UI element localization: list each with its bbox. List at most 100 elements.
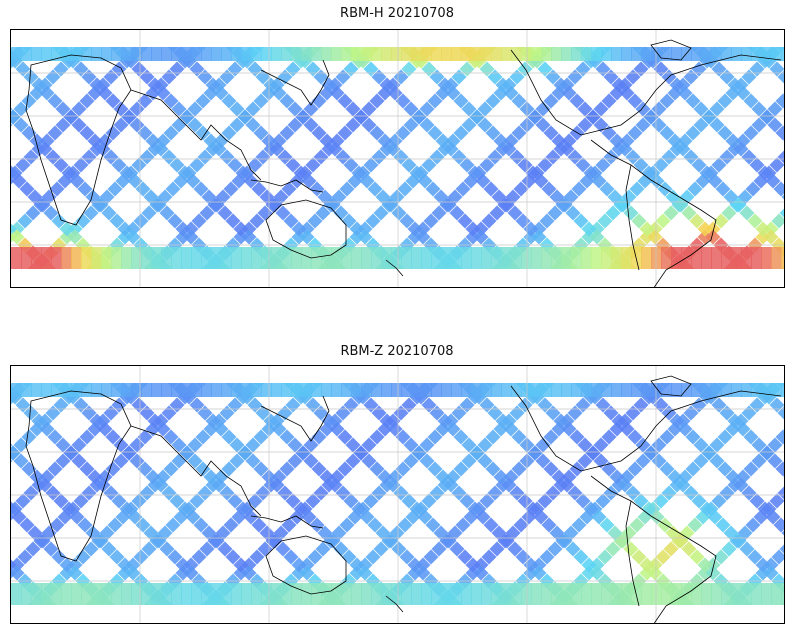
polar-band-tile: [171, 583, 182, 605]
polar-band-tile: [391, 583, 402, 605]
swath-tile: [197, 149, 213, 165]
polar-band-tile: [491, 583, 502, 605]
swath-tile: [241, 221, 257, 237]
swath-tile: [465, 221, 481, 237]
swath-tile: [205, 77, 221, 93]
polar-band-tile: [41, 247, 52, 269]
polar-band-tile: [111, 383, 122, 397]
swath-tile: [349, 565, 365, 581]
swath-tile: [573, 213, 589, 229]
polar-band-tile: [321, 247, 332, 269]
swath-tile: [163, 429, 179, 445]
swath-tile: [608, 30, 623, 45]
swath-tile: [171, 437, 187, 453]
polar-band-tile: [761, 47, 772, 61]
swath-tile: [419, 437, 435, 453]
swath-tile: [318, 366, 333, 381]
swath-tile: [653, 157, 669, 173]
swath-tile: [51, 549, 67, 565]
coastline-path: [130, 425, 262, 517]
polar-band-tile: [761, 247, 772, 269]
swath-tile: [125, 221, 141, 237]
polar-band-tile: [451, 247, 462, 269]
swath-tile: [43, 541, 59, 557]
polar-band-tile: [421, 383, 432, 397]
polar-band-tile: [551, 383, 562, 397]
polar-band-tile: [771, 383, 782, 397]
swath-tile: [283, 549, 299, 565]
swath-tile: [139, 149, 155, 165]
swath-tile: [351, 501, 367, 517]
swath-tile: [105, 125, 121, 141]
swath-tile: [583, 165, 599, 181]
swath-tile: [483, 517, 499, 533]
swath-tile: [443, 477, 459, 493]
swath-tile: [775, 125, 784, 141]
swath-tile: [89, 413, 105, 429]
swath-tile: [42, 30, 57, 45]
polar-band-tile: [401, 247, 412, 269]
swath-tile: [107, 517, 123, 533]
swath-tile: [738, 366, 753, 381]
polar-band-tile: [201, 247, 212, 269]
polar-band-tile: [301, 247, 312, 269]
swath-tile: [83, 205, 99, 221]
polar-band-tile: [741, 583, 752, 605]
coastline-path: [650, 375, 692, 397]
polar-band-tile: [641, 583, 652, 605]
swath-tile: [501, 477, 517, 493]
swath-tile: [69, 173, 85, 189]
swath-tile: [81, 149, 97, 165]
swath-tile: [573, 549, 589, 565]
swath-tile: [481, 549, 497, 565]
swath-tile: [375, 525, 391, 541]
swath-tile: [202, 366, 217, 381]
swath-tile: [448, 30, 463, 45]
swath-tile: [565, 541, 581, 557]
coastlines: [25, 39, 782, 287]
swath-tile: [23, 485, 39, 501]
swath-tile: [539, 549, 555, 565]
swath-tile: [724, 366, 739, 381]
swath-tile: [489, 205, 505, 221]
swath-tile: [431, 205, 447, 221]
swath-tile: [627, 93, 643, 109]
polar-band-tile: [721, 383, 732, 397]
swath-tile: [437, 77, 453, 93]
swath-tile: [129, 117, 145, 133]
swath-tile: [461, 101, 477, 117]
polar-band-tile: [491, 383, 502, 397]
swath-tile: [67, 565, 83, 581]
swath-tile: [751, 437, 767, 453]
swath-tile: [11, 109, 21, 125]
swath-tile: [721, 541, 737, 557]
swath-tile: [319, 469, 335, 485]
swath-tile: [339, 517, 355, 533]
swath-tile: [401, 493, 417, 509]
polar-band-tile: [211, 583, 222, 605]
swath-tile: [677, 85, 693, 101]
swath-tile: [591, 173, 607, 189]
swath-tile: [275, 541, 291, 557]
swath-tile: [29, 469, 45, 485]
swath-tile: [303, 437, 319, 453]
polar-band-tile: [161, 247, 172, 269]
swath-tile: [55, 437, 71, 453]
swath-tile: [465, 229, 481, 245]
polar-band-tile: [561, 47, 572, 61]
swath-tile: [688, 606, 703, 621]
polar-band-tile: [231, 383, 242, 397]
swath-tile: [437, 413, 453, 429]
swath-tile: [59, 229, 75, 245]
swath-tile: [492, 366, 507, 381]
swath-tile: [71, 437, 87, 453]
polar-band-tile: [421, 47, 432, 61]
swath-tile: [581, 557, 597, 573]
swath-tile: [724, 30, 739, 45]
swath-tile: [42, 366, 57, 381]
polar-band-tile: [11, 247, 22, 269]
swath-tile: [619, 421, 635, 437]
polar-band-tile: [381, 247, 392, 269]
polar-band-tile: [261, 247, 272, 269]
swath-tile: [183, 557, 199, 573]
